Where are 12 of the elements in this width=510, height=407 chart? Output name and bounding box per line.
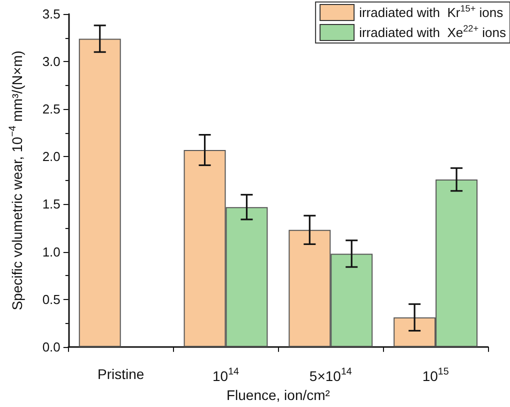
y-tick-label: 0.5 — [42, 292, 60, 307]
y-tick-label: 0.0 — [42, 339, 60, 354]
y-tick-label: 2.5 — [42, 102, 60, 117]
y-tick-label: 3.5 — [42, 6, 60, 22]
y-tick-label: 3.0 — [42, 54, 60, 70]
x-tick-label: Pristine — [98, 366, 144, 382]
y-axis-title: Specific volumetric wear, 10−4 mm³/(N×m) — [8, 50, 26, 310]
y-tick-label: 2.0 — [42, 149, 60, 164]
x-axis-title: Fluence, ion/cm² — [226, 387, 330, 403]
bar — [78, 38, 121, 347]
y-tick-label: 1.0 — [42, 244, 60, 260]
y-tick-label: 1.5 — [42, 196, 60, 212]
